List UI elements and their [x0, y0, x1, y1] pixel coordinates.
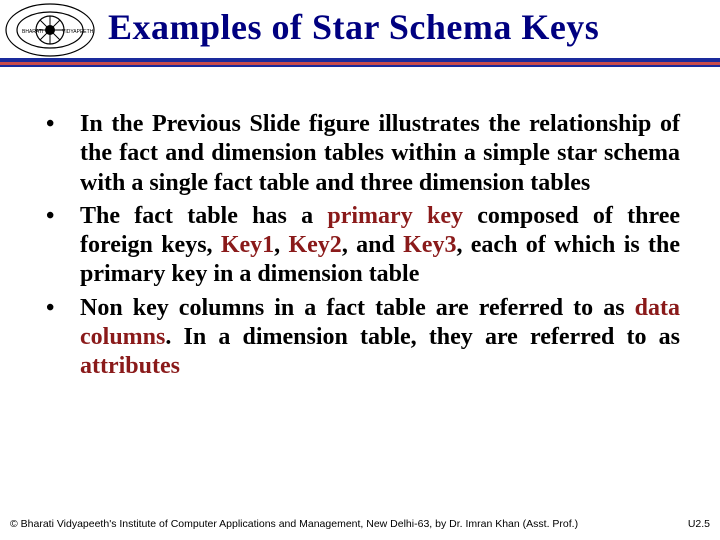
body-text: Non key columns in a fact table are refe…: [80, 295, 635, 321]
page-title: Examples of Star Schema Keys: [108, 6, 599, 48]
accent-text: Key3: [403, 232, 456, 258]
content-area: In the Previous Slide figure illustrates…: [40, 110, 680, 385]
bullet-item: The fact table has a primary key compose…: [40, 202, 680, 290]
header: BHARATI VIDYAPEETH Examples of Star Sche…: [0, 0, 720, 68]
accent-text: Key1: [221, 232, 274, 258]
title-underline: [0, 58, 720, 67]
body-text: In the Previous Slide figure illustrates…: [80, 111, 680, 196]
accent-text: attributes: [80, 353, 180, 379]
body-text: ,: [274, 232, 288, 258]
footer: © Bharati Vidyapeeth's Institute of Comp…: [0, 518, 720, 530]
footer-copyright: © Bharati Vidyapeeth's Institute of Comp…: [10, 518, 578, 530]
bullet-list: In the Previous Slide figure illustrates…: [40, 110, 680, 381]
body-text: , and: [342, 232, 403, 258]
body-text: The fact table has a: [80, 203, 327, 229]
logo-text-left: BHARATI: [22, 29, 43, 35]
bullet-item: In the Previous Slide figure illustrates…: [40, 110, 680, 198]
institution-logo: BHARATI VIDYAPEETH: [4, 2, 96, 58]
bullet-item: Non key columns in a fact table are refe…: [40, 294, 680, 382]
logo-text-right: VIDYAPEETH: [62, 29, 94, 35]
accent-text: Key2: [288, 232, 341, 258]
body-text: . In a dimension table, they are referre…: [165, 324, 680, 350]
accent-text: primary key: [327, 203, 477, 229]
footer-page-number: U2.5: [688, 518, 710, 530]
